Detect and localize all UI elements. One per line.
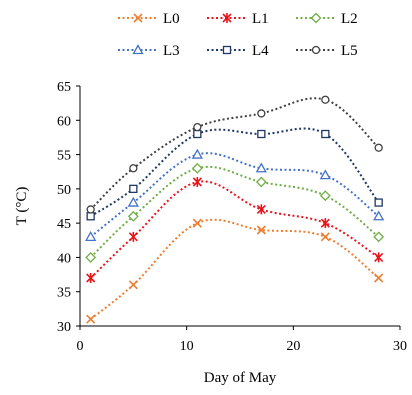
series-l1	[86, 177, 384, 283]
legend-label: L0	[163, 11, 180, 27]
data-point	[192, 218, 202, 228]
data-point	[255, 162, 267, 173]
legend: L0 L1 L2 L3 L4 L5	[118, 11, 358, 59]
legend-marker	[132, 44, 144, 55]
data-point	[86, 273, 96, 283]
legend-item-l1: L1	[207, 11, 269, 27]
data-point	[319, 169, 331, 180]
data-point	[193, 129, 202, 139]
legend-label: L3	[163, 43, 180, 59]
x-tick-label: 20	[286, 339, 300, 354]
legend-item-l2: L2	[296, 11, 358, 27]
y-tick-label: 60	[57, 114, 71, 129]
data-point	[257, 129, 266, 139]
legend-marker	[133, 13, 143, 23]
legend-label: L1	[252, 11, 269, 27]
data-point	[256, 204, 266, 215]
legend-item-l5: L5	[296, 43, 358, 59]
legend-marker	[222, 45, 232, 55]
legend-marker	[310, 12, 322, 24]
data-point	[374, 143, 383, 152]
data-point	[129, 184, 138, 194]
legend-item-l4: L4	[207, 43, 269, 59]
legend-label: L4	[252, 43, 269, 59]
data-point	[319, 190, 331, 202]
data-point	[192, 177, 202, 187]
data-point	[257, 109, 266, 118]
series-l0	[86, 218, 384, 324]
data-point	[86, 314, 96, 324]
data-point	[373, 210, 385, 221]
legend-item-l0: L0	[118, 11, 180, 27]
series-group	[85, 95, 385, 324]
data-point	[191, 162, 203, 174]
data-point	[127, 196, 139, 207]
legend-marker	[222, 13, 232, 23]
y-tick-label: 45	[57, 217, 71, 232]
legend-marker	[311, 45, 321, 55]
series-l2	[85, 162, 385, 263]
data-point	[127, 210, 139, 222]
data-point	[320, 218, 330, 229]
data-point	[255, 176, 267, 188]
x-tick-label: 0	[77, 339, 84, 354]
y-tick-label: 50	[57, 183, 71, 198]
data-point	[86, 212, 95, 221]
data-point	[129, 164, 138, 173]
data-point	[128, 280, 138, 290]
data-point	[85, 231, 97, 242]
data-point	[85, 252, 97, 263]
series-l3	[85, 148, 385, 242]
data-point	[321, 95, 330, 104]
data-point	[128, 231, 138, 242]
data-point	[321, 129, 330, 139]
data-point	[373, 231, 385, 243]
x-tick-label: 30	[393, 339, 407, 354]
data-point	[374, 198, 383, 207]
y-tick-label: 40	[57, 251, 71, 266]
y-tick-label: 35	[57, 286, 71, 301]
y-tick-label: 65	[57, 80, 71, 95]
legend-label: L5	[341, 43, 358, 59]
data-point	[320, 232, 330, 242]
series-l5	[86, 95, 383, 214]
x-axis-title: Day of May	[204, 370, 277, 386]
x-tick-label: 10	[180, 339, 194, 354]
data-point	[374, 252, 384, 263]
data-point	[256, 225, 266, 235]
series-line	[89, 180, 380, 279]
y-axis-title: T (°C)	[14, 187, 30, 226]
data-point	[86, 205, 95, 214]
legend-item-l3: L3	[118, 43, 180, 59]
legend-label: L2	[341, 11, 358, 27]
data-point	[191, 148, 203, 159]
y-tick-label: 55	[57, 149, 71, 164]
y-tick-label: 30	[57, 320, 71, 335]
axes: T (°C) Day of May 30 35 40 45 50 55 60 65 0 10 20 3…	[14, 80, 407, 386]
data-point	[374, 273, 384, 283]
data-point	[193, 122, 202, 132]
